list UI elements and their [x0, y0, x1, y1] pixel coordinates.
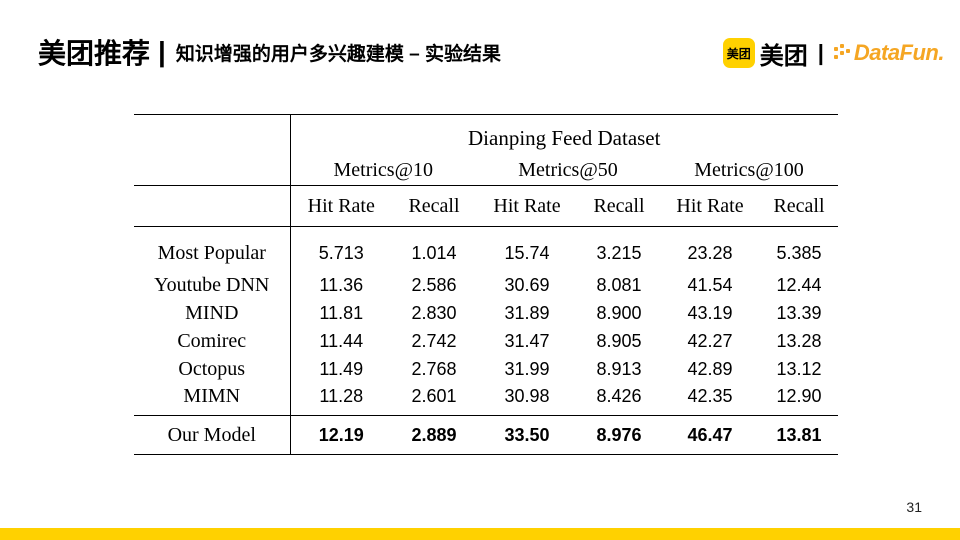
- metric-value: 11.36: [319, 274, 364, 295]
- metric-value: 11.49: [319, 358, 364, 379]
- table-row: Youtube DNN 11.36 2.586 30.69 8.081 41.54 12.4…: [134, 271, 838, 299]
- model-name: Youtube DNN: [134, 271, 291, 299]
- metric-value-best: 8.976: [578, 415, 660, 455]
- empty-corner-cell: [134, 114, 291, 155]
- metric-value: 11.44: [319, 330, 364, 351]
- logo-separator: |: [817, 40, 824, 65]
- metric-value: 8.081: [596, 274, 642, 295]
- results-table-container: Dianping Feed Dataset Metrics@10 Metrics…: [134, 114, 838, 455]
- metric-value: 11.81: [319, 302, 364, 323]
- model-name: Our Model: [134, 415, 291, 455]
- metric-value: 41.54: [687, 274, 733, 295]
- metric-value: 13.39: [776, 302, 822, 323]
- meituan-badge-icon: 美团: [722, 38, 755, 68]
- footer-accent-bar: [0, 528, 960, 540]
- metric-value-best: 13.81: [760, 415, 838, 455]
- metric-value: 2.601: [411, 385, 457, 406]
- metric-value: 13.12: [776, 358, 822, 379]
- table-row: MIMN 11.28 2.601 30.98 8.426 42.35 12.90: [134, 383, 838, 416]
- column-header: Recall: [392, 185, 476, 227]
- metric-value: 2.830: [411, 302, 457, 323]
- metric-value: 8.905: [596, 330, 642, 351]
- datafun-wordmark: DataFun.: [853, 40, 945, 65]
- metric-value: 11.28: [319, 385, 364, 406]
- metric-value: 31.99: [504, 358, 550, 379]
- model-name: MIMN: [134, 383, 291, 416]
- metric-value: 5.385: [760, 226, 838, 271]
- our-model-rows: Our Model 12.19 2.889 33.50 8.976 46.47 13.81: [134, 415, 838, 455]
- model-name: Comirec: [134, 327, 291, 355]
- metric-group-row: Metrics@10 Metrics@50 Metrics@100: [134, 155, 838, 186]
- slide-title: 美团推荐: [38, 38, 151, 69]
- results-table: Dianping Feed Dataset Metrics@10 Metrics…: [134, 114, 838, 455]
- meituan-wordmark: 美团: [759, 42, 808, 70]
- metric-value-best: 33.50: [476, 415, 578, 455]
- metric-value: 5.713: [290, 226, 392, 271]
- title-separator: |: [158, 36, 166, 67]
- table-row: Octopus 11.49 2.768 31.99 8.913 42.89 13.12: [134, 355, 838, 383]
- model-name: MIND: [134, 299, 291, 327]
- metric-value: 15.74: [476, 226, 578, 271]
- page-number: 31: [906, 499, 922, 515]
- metric-group-header: Metrics@50: [518, 158, 618, 181]
- brand-logo: 美团 美团 | DataFun.: [722, 36, 945, 70]
- column-header: Recall: [760, 185, 838, 227]
- metric-value: 31.89: [504, 302, 550, 323]
- metric-value: 23.28: [660, 226, 760, 271]
- baseline-rows: Most Popular 5.713 1.014 15.74 3.215 23.28 5.3…: [134, 226, 838, 416]
- metric-value: 31.47: [504, 330, 550, 351]
- metric-value: 13.28: [776, 330, 822, 351]
- metric-value: 12.44: [776, 274, 822, 295]
- table-row: Comirec 11.44 2.742 31.47 8.905 42.27 13.28: [134, 327, 838, 355]
- metric-value: 1.014: [392, 226, 476, 271]
- metric-value: 2.742: [411, 330, 457, 351]
- metric-value-best: 2.889: [392, 415, 476, 455]
- metric-group-header: Metrics@10: [333, 158, 433, 181]
- column-header: Hit Rate: [290, 185, 392, 227]
- table-row-highlight: Our Model 12.19 2.889 33.50 8.976 46.47 13.81: [134, 415, 838, 455]
- dataset-name: Dianping Feed Dataset: [290, 114, 838, 155]
- dataset-header-row: Dianping Feed Dataset: [134, 114, 838, 155]
- empty-corner-cell: [134, 155, 291, 186]
- metric-value: 12.90: [776, 385, 822, 406]
- metric-value-best: 46.47: [660, 415, 760, 455]
- metric-value-best: 12.19: [290, 415, 392, 455]
- table-row: Most Popular 5.713 1.014 15.74 3.215 23.28 5.3…: [134, 226, 838, 271]
- datafun-dots-icon: [833, 44, 852, 62]
- metric-value: 8.900: [596, 302, 642, 323]
- column-header: Recall: [578, 185, 660, 227]
- metric-value: 8.913: [596, 358, 642, 379]
- table-row: MIND 11.81 2.830 31.89 8.900 43.19 13.39: [134, 299, 838, 327]
- model-name: Octopus: [134, 355, 291, 383]
- metric-value: 3.215: [578, 226, 660, 271]
- column-header: Hit Rate: [476, 185, 578, 227]
- metric-value: 30.98: [504, 385, 550, 406]
- metric-value: 42.89: [687, 358, 733, 379]
- metric-value: 2.586: [411, 274, 457, 295]
- metric-value: 8.426: [596, 385, 642, 406]
- empty-corner-cell: [134, 185, 291, 227]
- metric-value: 42.35: [687, 385, 733, 406]
- metric-value: 43.19: [687, 302, 733, 323]
- metric-value: 42.27: [687, 330, 733, 351]
- metric-value: 2.768: [411, 358, 457, 379]
- metric-value: 30.69: [504, 274, 550, 295]
- slide-subtitle: 知识增强的用户多兴趣建模 – 实验结果: [175, 43, 501, 65]
- column-header: Hit Rate: [660, 185, 760, 227]
- column-header-row: Hit Rate Recall Hit Rate Recall Hit Rate…: [134, 185, 838, 227]
- model-name: Most Popular: [134, 226, 291, 271]
- slide-title-bar: 美团推荐 | 知识增强的用户多兴趣建模 – 实验结果: [38, 32, 501, 72]
- metric-group-header: Metrics@100: [694, 158, 804, 181]
